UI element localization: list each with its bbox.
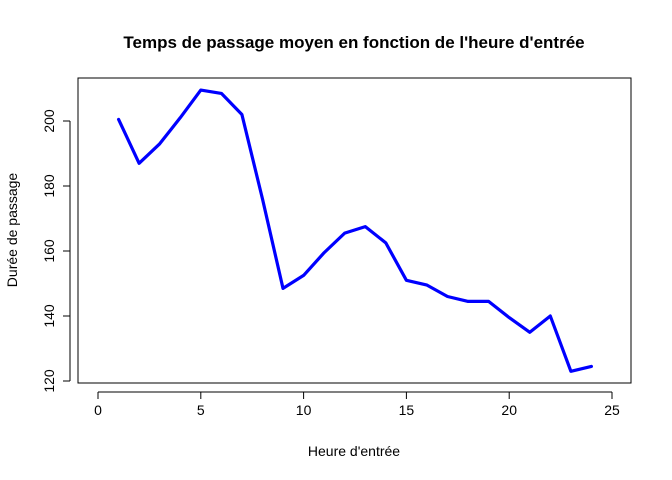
x-tick-label: 20	[501, 402, 517, 418]
y-tick-label: 180	[41, 174, 57, 198]
series-layer	[116, 88, 594, 373]
y-tick-label: 120	[41, 369, 57, 393]
x-tick-label: 25	[604, 402, 620, 418]
x-tick-label: 15	[399, 402, 415, 418]
y-tick-label: 160	[41, 239, 57, 263]
x-tick-label: 0	[94, 402, 102, 418]
plot-area-frame	[77, 77, 632, 384]
y-axis: 120 140 160 180 200	[41, 109, 71, 393]
y-axis-label: Durée de passage	[4, 173, 20, 288]
x-axis-label: Heure d'entrée	[308, 443, 400, 459]
chart-title: Temps de passage moyen en fonction de l'…	[123, 33, 584, 52]
series-line	[116, 88, 594, 373]
y-tick-label: 140	[41, 304, 57, 328]
x-tick-label: 5	[197, 402, 205, 418]
x-axis: 0 5 10 15 20 25	[94, 391, 620, 418]
y-tick-label: 200	[41, 109, 57, 133]
x-tick-label: 10	[296, 402, 312, 418]
